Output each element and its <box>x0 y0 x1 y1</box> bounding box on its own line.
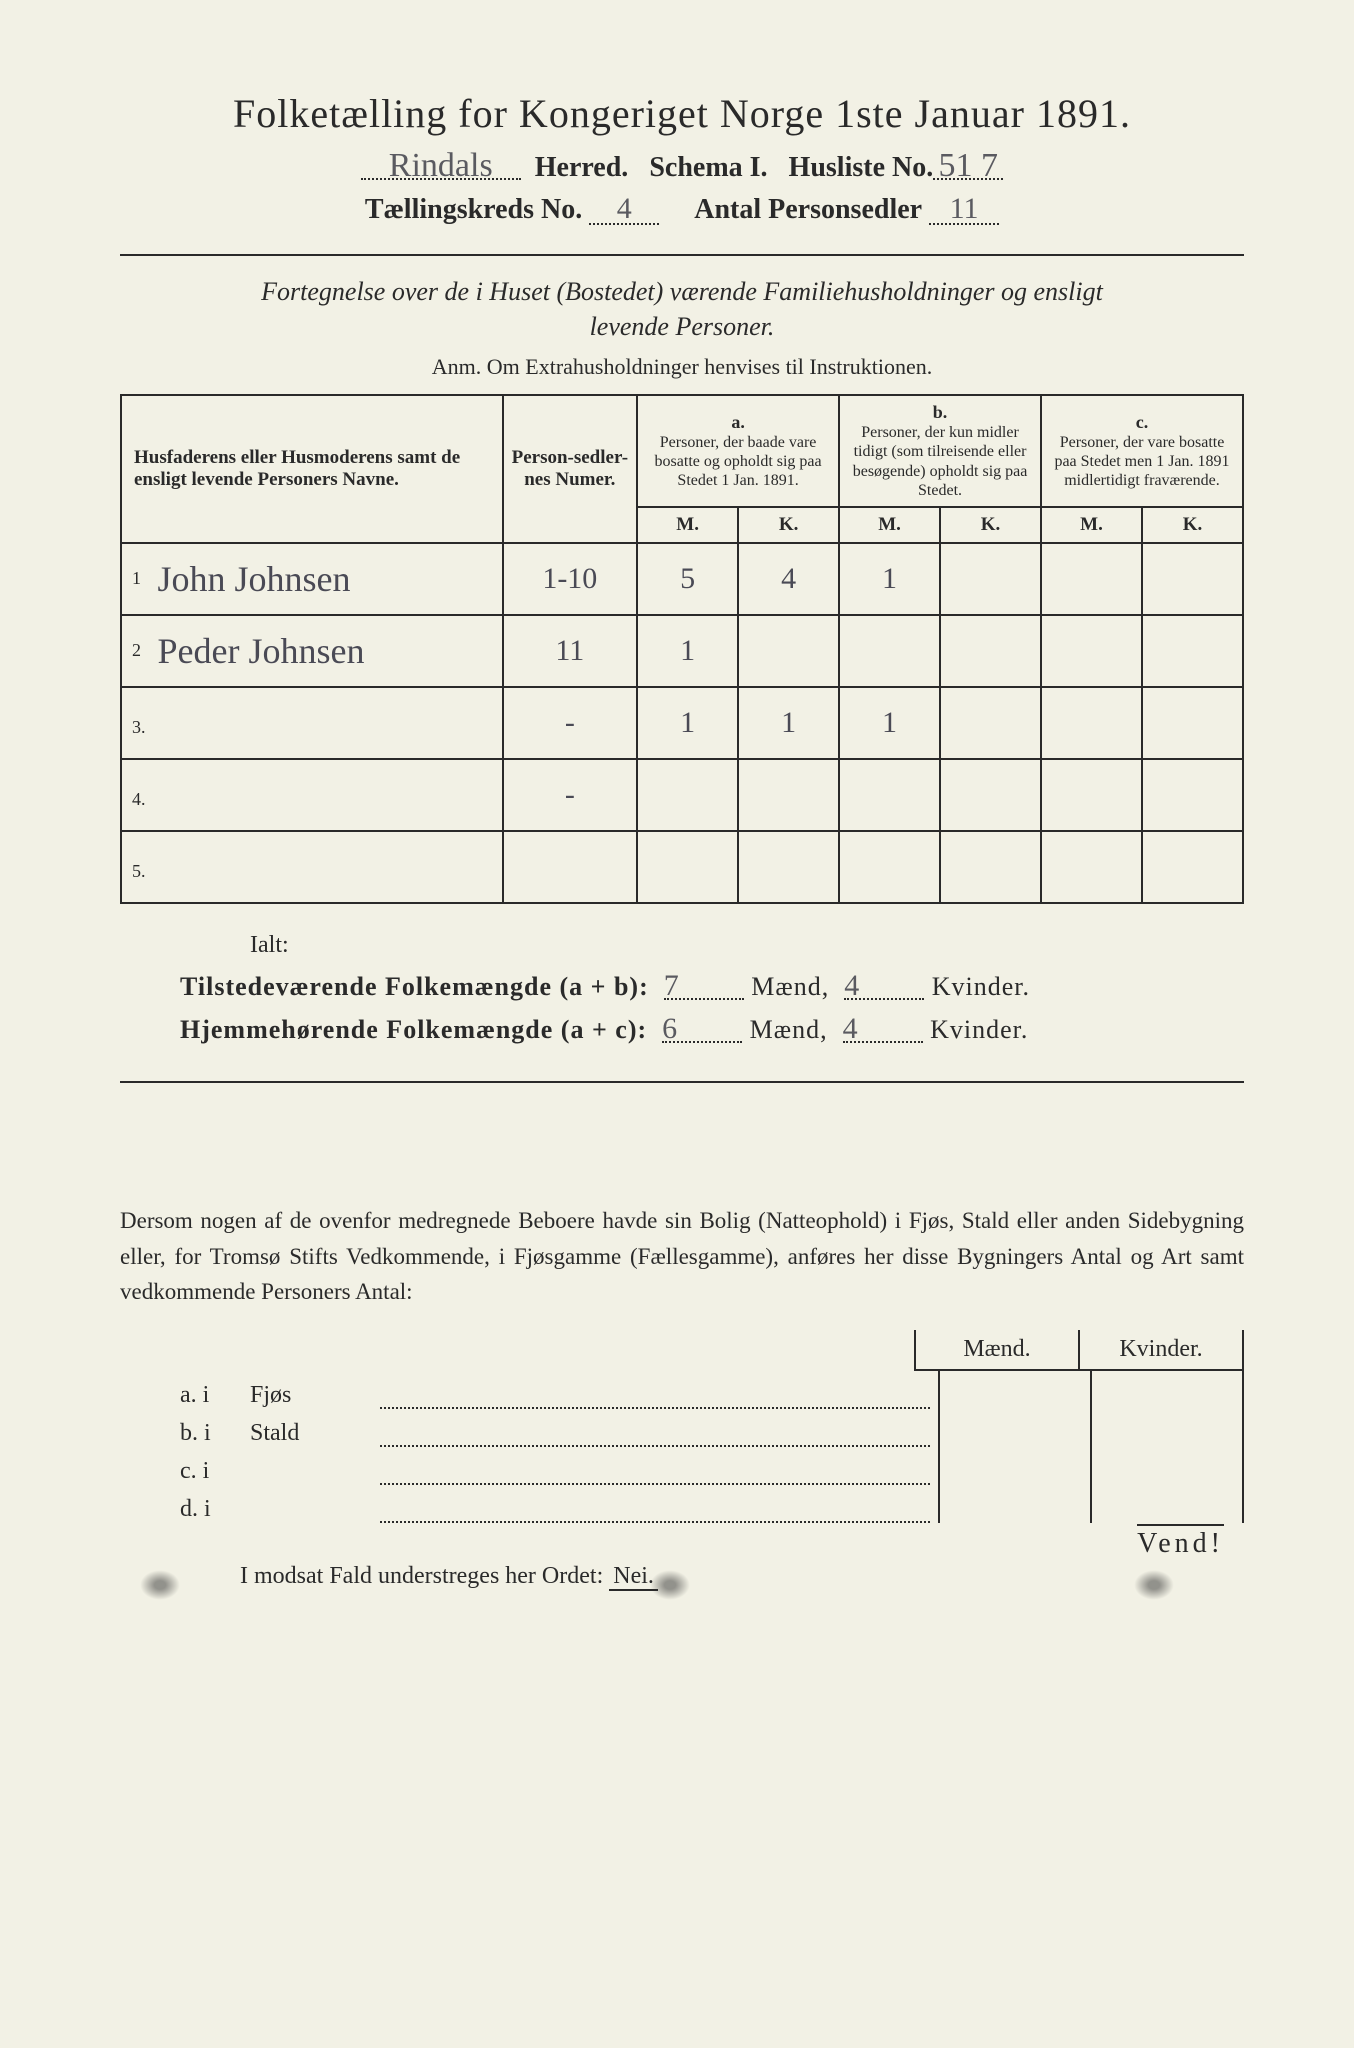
col-name-header: Husfaderens eller Husmoderens samt de en… <box>121 395 503 543</box>
col-c-header: c. Personer, der vare bosatte paa Stedet… <box>1041 395 1243 507</box>
husliste-value: 51 7 <box>938 147 998 184</box>
table-row: 4. - <box>121 759 1243 831</box>
byg-row: c. i <box>120 1447 1244 1485</box>
byg-head-k: Kvinder. <box>1078 1330 1244 1371</box>
building-paragraph: Dersom nogen af de ovenfor medregnede Be… <box>120 1203 1244 1310</box>
divider <box>120 1081 1244 1083</box>
byg-row: d. i <box>120 1485 1244 1523</box>
col-c-m: M. <box>1041 507 1142 543</box>
col-b-header: b. Personer, der kun midler tidigt (som … <box>839 395 1041 507</box>
nei-line: I modsat Fald understreges her Ordet: Ne… <box>240 1563 1244 1590</box>
section-subtitle: Fortegnelse over de i Huset (Bostedet) v… <box>120 274 1244 344</box>
ialt-label: Ialt: <box>250 932 1244 959</box>
kreds-label: Tællingskreds No. <box>365 194 582 225</box>
antal-label: Antal Personsedler <box>694 194 922 225</box>
vend-label: Vend! <box>1137 1524 1224 1560</box>
col-a-m: M. <box>637 507 738 543</box>
byg-row: b. iStald <box>120 1409 1244 1447</box>
table-row: 2 Peder Johnsen111 <box>121 615 1243 687</box>
herred-label: Herred. <box>535 152 629 183</box>
col-a-k: K. <box>738 507 839 543</box>
col-b-m: M. <box>839 507 940 543</box>
page-title: Folketælling for Kongeriget Norge 1ste J… <box>120 90 1244 137</box>
herred-field: Rindals <box>361 147 521 180</box>
divider <box>120 254 1244 256</box>
present-sum: Tilstedeværende Folkemængde (a + b): 7 M… <box>180 969 1244 1002</box>
husliste-field: 51 7 <box>933 147 1003 180</box>
col-a-header: a. Personer, der baade vare bosatte og o… <box>637 395 839 507</box>
schema-label: Schema I. <box>649 152 767 183</box>
table-row: 5. <box>121 831 1243 903</box>
table-row: 1 John Johnsen1-10541 <box>121 543 1243 615</box>
kreds-field: 4 <box>589 192 659 225</box>
anm-note: Anm. Om Extrahusholdninger henvises til … <box>120 354 1244 380</box>
husliste-label: Husliste No. <box>789 152 934 183</box>
table-row: 3. -111 <box>121 687 1243 759</box>
byg-head-m: Mænd. <box>914 1330 1080 1371</box>
col-b-k: K. <box>940 507 1041 543</box>
col-num-header: Person-sedler-nes Numer. <box>503 395 638 543</box>
antal-value: 11 <box>950 192 979 225</box>
col-c-k: K. <box>1142 507 1243 543</box>
building-table: Mænd. Kvinder. a. iFjøsb. iStaldc. id. i <box>120 1330 1244 1523</box>
census-table: Husfaderens eller Husmoderens samt de en… <box>120 394 1244 904</box>
byg-row: a. iFjøs <box>120 1371 1244 1409</box>
kreds-value: 4 <box>617 192 632 225</box>
resident-sum: Hjemmehørende Folkemængde (a + c): 6 Mæn… <box>180 1012 1244 1045</box>
antal-field: 11 <box>929 192 999 225</box>
herred-value: Rindals <box>389 147 493 184</box>
